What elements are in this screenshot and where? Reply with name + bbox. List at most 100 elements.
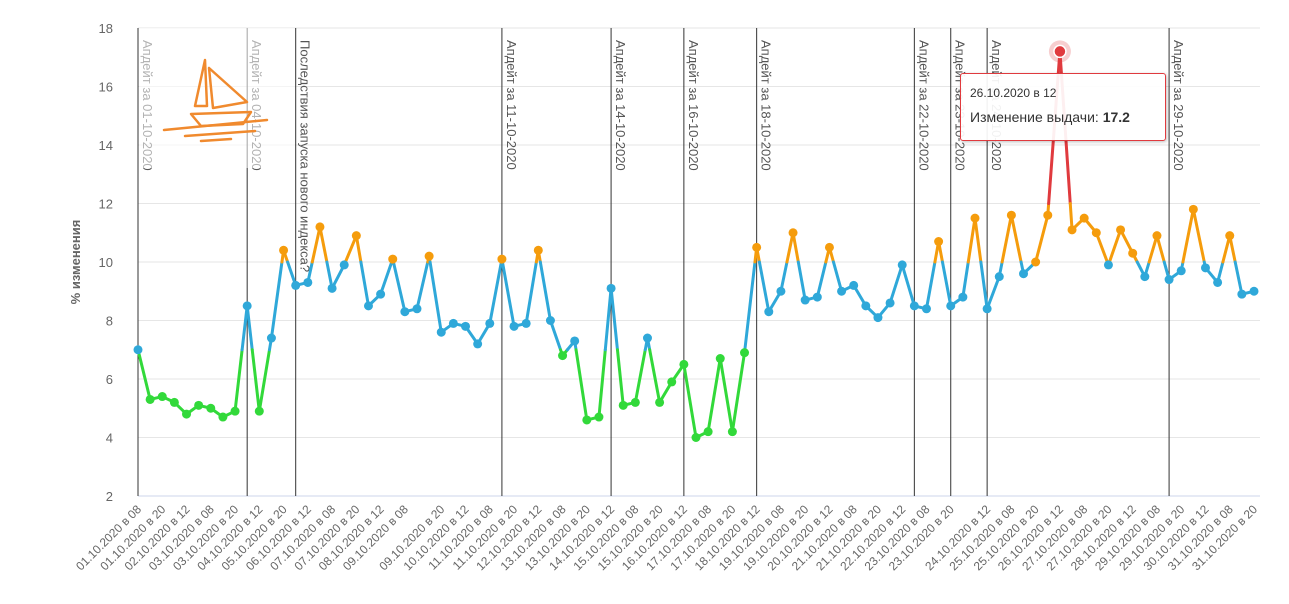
update-marker-label: Апдейт за 29-10-2020 (1171, 40, 1186, 171)
data-point (279, 245, 289, 255)
data-point (1152, 231, 1162, 241)
series-segment (831, 260, 844, 293)
data-point (169, 397, 179, 407)
data-point (958, 292, 968, 302)
series-segment (718, 357, 734, 434)
data-point (558, 351, 568, 361)
series-segment (1221, 234, 1232, 264)
series-segment (269, 260, 284, 340)
data-tooltip: 26.10.2020 в 12 Изменение выдачи: 17.2 (960, 73, 1166, 141)
series-segment (597, 348, 607, 419)
y-tick-label: 4 (106, 431, 113, 446)
hover-point (1053, 44, 1067, 59)
data-point (254, 406, 264, 416)
data-point (1116, 225, 1126, 235)
y-axis-ticks: 2 4 6 8 10 12 14 16 18 (99, 21, 113, 504)
data-point (885, 298, 895, 308)
data-point (157, 392, 167, 402)
data-point (1176, 266, 1186, 276)
series-segment (779, 260, 789, 293)
series-segment (245, 304, 254, 352)
series-segment (730, 351, 747, 434)
data-point (1103, 260, 1113, 270)
y-tick-label: 2 (106, 489, 113, 504)
data-point (946, 301, 956, 311)
series-segment (136, 348, 152, 401)
data-point (1249, 286, 1259, 296)
series-segment (1094, 231, 1109, 264)
data-point (1067, 225, 1077, 235)
y-tick-label: 6 (106, 372, 113, 387)
data-point (1019, 269, 1029, 279)
data-point (291, 280, 301, 290)
tooltip-date: 26.10.2020 в 12 (970, 86, 1057, 100)
data-point (740, 348, 750, 358)
update-marker-label: Апдейт за 22-10-2020 (916, 40, 931, 171)
data-point (351, 231, 361, 241)
data-point (1006, 210, 1016, 220)
data-point (400, 307, 410, 317)
tooltip-value: 17.2 (1102, 109, 1130, 125)
data-point (1237, 289, 1247, 299)
data-point (436, 327, 446, 337)
y-tick-label: 14 (99, 138, 113, 153)
series-segment (318, 225, 329, 264)
data-point (230, 406, 240, 416)
data-point (994, 272, 1004, 282)
series-segment (359, 260, 370, 308)
update-marker-label: Апдейт за 18-10-2020 (759, 40, 774, 171)
data-point (485, 318, 495, 328)
series-segment (1155, 234, 1166, 264)
series-segment (633, 348, 647, 404)
series-segment (615, 348, 625, 407)
data-point (339, 260, 349, 270)
series-segment (574, 348, 589, 422)
y-tick-label: 8 (106, 314, 113, 329)
data-point (315, 222, 325, 232)
data-point (376, 289, 386, 299)
series-segment (888, 263, 904, 305)
data-point (691, 433, 701, 442)
data-point (509, 321, 519, 331)
y-tick-label: 18 (99, 21, 113, 36)
data-point (934, 237, 944, 247)
series-segment (757, 260, 771, 314)
series-segment (379, 260, 394, 296)
series-segment (940, 260, 953, 308)
data-point (727, 427, 737, 437)
y-tick-label: 16 (99, 80, 113, 95)
data-point (182, 409, 192, 419)
data-point (873, 313, 883, 323)
data-point (461, 321, 471, 331)
data-point (388, 254, 398, 264)
data-point (266, 333, 276, 343)
data-point (837, 286, 847, 296)
data-point (849, 280, 859, 290)
update-marker-label: Последствия запуска нового индекса? (298, 40, 313, 272)
data-point (206, 403, 216, 413)
series-segment (966, 216, 977, 264)
series-segment (791, 231, 800, 264)
hovered-point[interactable] (1048, 40, 1071, 63)
series-segment (1181, 207, 1195, 264)
series-segment (1107, 228, 1123, 264)
series-segment (815, 260, 828, 299)
data-point (812, 292, 822, 302)
series-segment (603, 286, 613, 352)
data-point (642, 333, 652, 343)
data-point (1213, 277, 1223, 287)
data-point (145, 394, 155, 404)
series-segment (985, 275, 1001, 311)
data-point (1128, 248, 1138, 258)
tooltip-label: Изменение выдачи: (970, 109, 1099, 125)
data-point (618, 400, 628, 410)
series-segment (609, 286, 619, 352)
series-segment (233, 348, 244, 413)
y-tick-label: 10 (99, 255, 113, 270)
data-point (788, 228, 798, 238)
series-points (133, 46, 1259, 442)
data-point (242, 301, 252, 311)
series-segment (310, 225, 322, 264)
series-segment (1000, 213, 1013, 264)
